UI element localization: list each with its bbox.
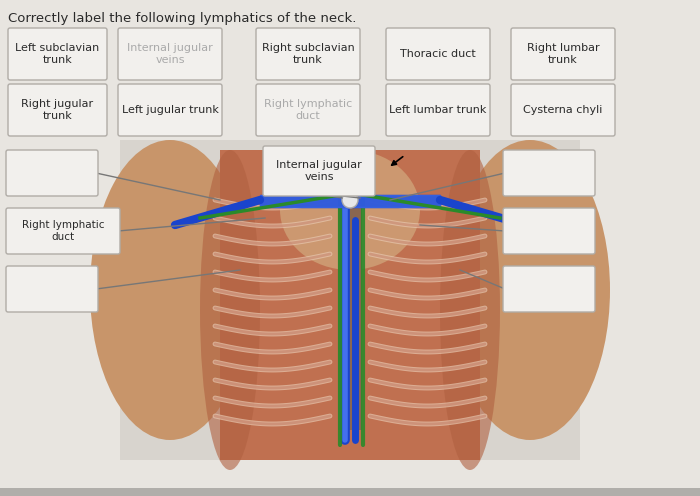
Text: Internal jugular
veins: Internal jugular veins <box>127 43 213 65</box>
Text: Correctly label the following lymphatics of the neck.: Correctly label the following lymphatics… <box>8 12 356 25</box>
Bar <box>120 140 580 460</box>
Text: Internal jugular
veins: Internal jugular veins <box>276 160 362 182</box>
FancyBboxPatch shape <box>6 266 98 312</box>
Circle shape <box>342 192 358 208</box>
Polygon shape <box>260 195 440 207</box>
Polygon shape <box>260 195 440 207</box>
FancyBboxPatch shape <box>8 84 107 136</box>
FancyBboxPatch shape <box>503 266 595 312</box>
FancyBboxPatch shape <box>118 84 222 136</box>
Ellipse shape <box>90 140 250 440</box>
FancyBboxPatch shape <box>6 150 98 196</box>
Text: Thoracic duct: Thoracic duct <box>400 49 476 59</box>
FancyBboxPatch shape <box>6 208 120 254</box>
Bar <box>0 488 700 496</box>
Text: Cysterna chyli: Cysterna chyli <box>524 105 603 115</box>
FancyBboxPatch shape <box>256 28 360 80</box>
Text: Left jugular trunk: Left jugular trunk <box>122 105 218 115</box>
FancyBboxPatch shape <box>8 28 107 80</box>
Ellipse shape <box>200 150 260 470</box>
Ellipse shape <box>280 150 420 270</box>
Text: Left subclavian
trunk: Left subclavian trunk <box>15 43 99 65</box>
Text: Right lumbar
trunk: Right lumbar trunk <box>526 43 599 65</box>
Ellipse shape <box>450 140 610 440</box>
FancyBboxPatch shape <box>263 146 375 196</box>
Text: Right lymphatic
duct: Right lymphatic duct <box>264 99 352 121</box>
FancyBboxPatch shape <box>256 84 360 136</box>
Text: Right lymphatic
duct: Right lymphatic duct <box>22 220 104 242</box>
Text: Left lumbar trunk: Left lumbar trunk <box>389 105 486 115</box>
FancyBboxPatch shape <box>386 84 490 136</box>
FancyBboxPatch shape <box>118 28 222 80</box>
FancyBboxPatch shape <box>503 150 595 196</box>
Bar <box>338 190 362 430</box>
FancyBboxPatch shape <box>503 208 595 254</box>
FancyBboxPatch shape <box>511 28 615 80</box>
Text: Right subclavian
trunk: Right subclavian trunk <box>262 43 354 65</box>
Bar <box>220 150 480 460</box>
FancyBboxPatch shape <box>386 28 490 80</box>
Ellipse shape <box>440 150 500 470</box>
FancyBboxPatch shape <box>511 84 615 136</box>
Text: Right jugular
trunk: Right jugular trunk <box>22 99 94 121</box>
